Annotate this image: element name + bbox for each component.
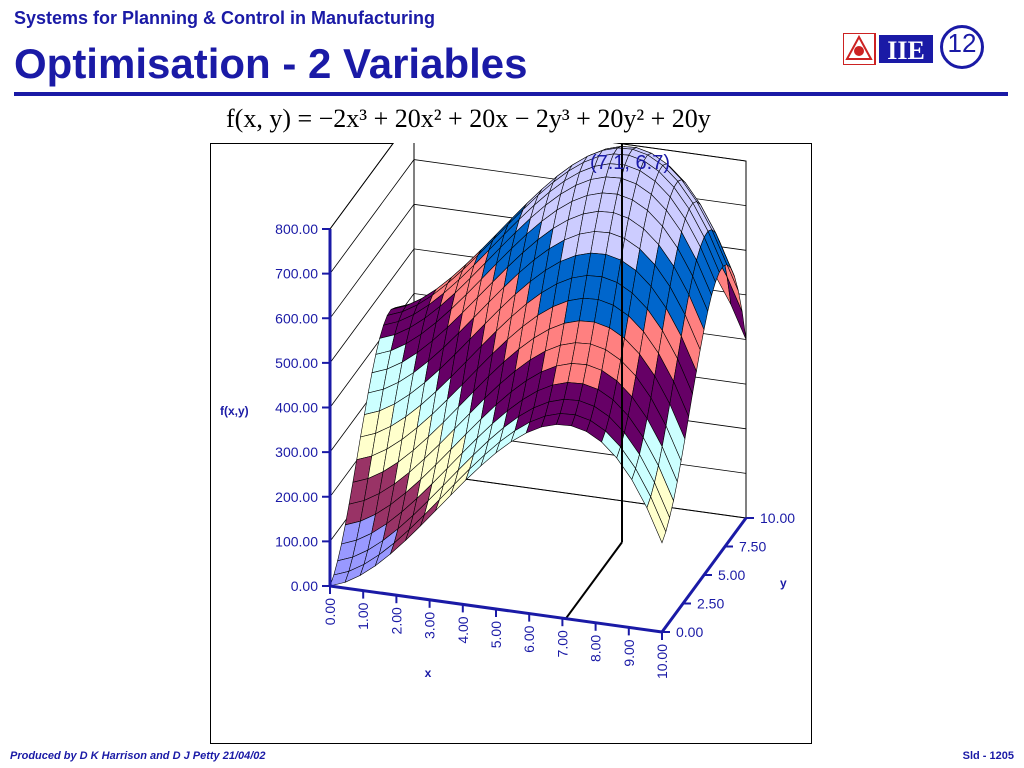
x-tick-label: 5.00: [488, 621, 504, 648]
slide-number-badge: 12: [940, 25, 984, 69]
function-formula: f(x, y) = −2x³ + 20x² + 20x − 2y³ + 20y²…: [226, 104, 711, 133]
z-tick-label: 100.00: [275, 533, 318, 549]
iie-logo: IIE: [843, 33, 933, 65]
title-underline: [14, 92, 1008, 96]
z-tick-label: 300.00: [275, 444, 318, 460]
x-axis-label: x: [425, 666, 432, 680]
z-tick-label: 500.00: [275, 355, 318, 371]
logo-lettering: IIE: [887, 36, 925, 65]
z-gridline: [329, 143, 747, 230]
x-tick-label: 9.00: [621, 639, 637, 666]
surface-patch: [646, 495, 667, 544]
y-tick-label: 10.00: [760, 510, 795, 526]
x-tick-label: 3.00: [422, 612, 438, 639]
z-axis-label: f(x,y): [220, 404, 249, 418]
y-tick-label: 7.50: [739, 539, 766, 555]
x-tick-label: 0.00: [322, 598, 338, 625]
z-tick-label: 600.00: [275, 310, 318, 326]
x-tick-label: 8.00: [588, 635, 604, 662]
z-tick-label: 800.00: [275, 221, 318, 237]
presentation-subtitle: Systems for Planning & Control in Manufa…: [14, 8, 436, 28]
optimum-label: (7.1, 6.7): [590, 152, 670, 174]
y-tick-label: 2.50: [697, 596, 724, 612]
y-axis-label: y: [780, 576, 787, 590]
slide-title: Optimisation - 2 Variables: [14, 40, 528, 87]
z-tick-label: 700.00: [275, 266, 318, 282]
surface-chart: (7.1, 6.7) 0.00 100.00 200.00 300.00 400.00 50…: [220, 143, 795, 680]
x-tick-label: 7.00: [554, 630, 570, 657]
z-tick-label: 0.00: [291, 578, 318, 594]
x-tick-label: 6.00: [521, 625, 537, 652]
x-tick-label: 10.00: [654, 644, 670, 679]
footer-credit: Produced by D K Harrison and D J Petty 2…: [10, 750, 266, 762]
x-tick-label: 4.00: [455, 616, 471, 643]
x-tick-label: 1.00: [355, 602, 371, 629]
footer-slide-id: Sld - 1205: [962, 750, 1014, 762]
z-tick-label: 200.00: [275, 489, 318, 505]
z-tick-label: 400.00: [275, 400, 318, 416]
y-tick-label: 5.00: [718, 567, 745, 583]
x-tick-label: 2.00: [388, 607, 404, 634]
optimum-x-projection: [564, 541, 623, 620]
y-tick-label: 0.00: [676, 624, 703, 640]
